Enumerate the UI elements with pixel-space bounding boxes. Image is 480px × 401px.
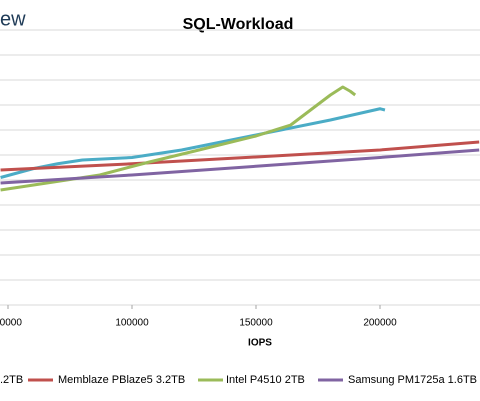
- legend-label: Memblaze PBlaze5 3.2TB: [58, 374, 185, 386]
- legend-label: .2TB: [0, 374, 23, 386]
- chart-title: SQL-Workload: [183, 16, 294, 33]
- series-line: [0, 148, 480, 185]
- legend-label: Samsung PM1725a 1.6TB: [348, 374, 477, 386]
- x-tick-label: 150000: [239, 318, 273, 329]
- series-line: [0, 140, 480, 172]
- x-tick-label: 200000: [363, 318, 397, 329]
- x-tick-label: 100000: [115, 318, 149, 329]
- x-tick-label: 50000: [0, 318, 22, 329]
- series-line: [0, 107, 386, 179]
- series-line: [0, 85, 357, 192]
- x-axis-label: IOPS: [248, 338, 272, 349]
- watermark: ew: [0, 8, 26, 30]
- legend-label: Intel P4510 2TB: [226, 374, 305, 386]
